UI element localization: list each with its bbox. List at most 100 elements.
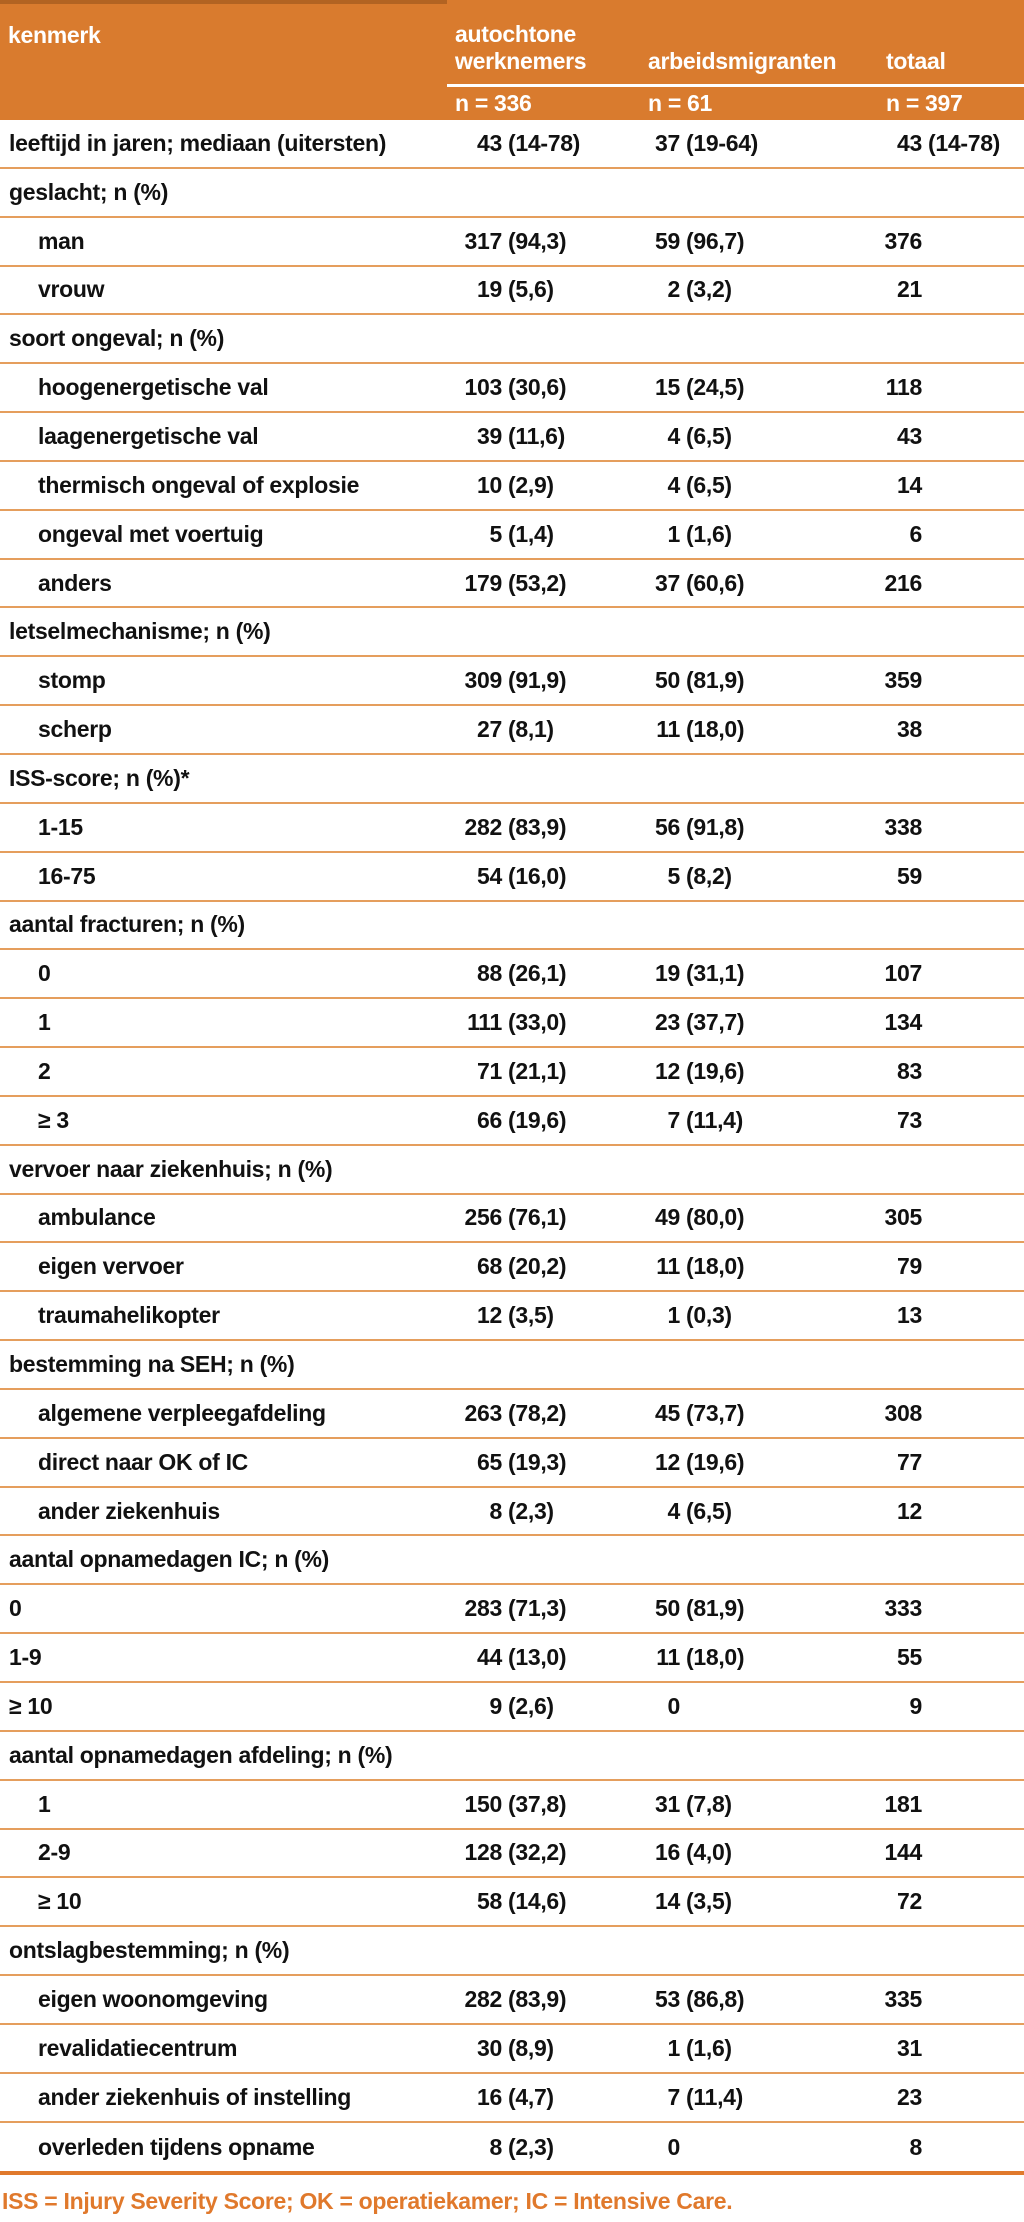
row-value-autochtone: 68 (20,2)	[447, 1243, 640, 1290]
row-label: ≥ 10	[9, 1692, 53, 1719]
row-value-arbeidsmigranten: 4 (6,5)	[640, 413, 860, 460]
value-percent: (0,3)	[686, 1302, 732, 1329]
row-label: ≥ 10	[38, 1888, 82, 1915]
section-row: aantal opnamedagen afdeling; n (%)	[0, 1732, 1024, 1781]
value-percent: (14-78)	[928, 129, 1001, 156]
value-number: 4	[667, 471, 681, 498]
row-value-arbeidsmigranten: 1 (1,6)	[640, 511, 860, 558]
row-value-arbeidsmigranten: 31 (7,8)	[640, 1781, 860, 1828]
section-label: aantal opnamedagen afdeling; n (%)	[9, 1741, 393, 1768]
value-number: 9	[909, 1692, 923, 1719]
value-number: 21	[897, 276, 922, 303]
row-value-totaal: 12	[860, 1488, 1024, 1535]
row-label: ander ziekenhuis of instelling	[38, 2083, 352, 2110]
value-number: 5	[489, 520, 503, 547]
row-label: direct naar OK of IC	[38, 1448, 248, 1475]
value-number: 14	[897, 471, 922, 498]
row-value-totaal: 376	[860, 218, 1024, 265]
row-value-arbeidsmigranten: 7 (11,4)	[640, 1097, 860, 1144]
value-number: 14	[655, 1888, 680, 1915]
value-number: 11	[656, 1644, 680, 1671]
value-percent: (60,6)	[686, 569, 745, 596]
table-row: hoogenergetische val 103 (30,6) 15 (24,5) 118	[0, 364, 1024, 414]
value-number: 6	[909, 520, 923, 547]
row-label: man	[38, 227, 85, 254]
row-label: 0	[9, 1595, 22, 1622]
value-number: 38	[897, 716, 922, 743]
row-value-totaal: 216	[860, 560, 1024, 607]
row-label: 1-15	[38, 813, 83, 840]
header-row-titles: kenmerk autochtone werknemers arbeidsmig…	[0, 0, 1024, 84]
section-row: ontslagbestemming; n (%)	[0, 1927, 1024, 1977]
row-value-autochtone: 9 (2,6)	[447, 1683, 640, 1730]
row-label: scherp	[38, 716, 112, 743]
column-header-kenmerk: kenmerk	[0, 0, 447, 84]
value-number: 4	[667, 1497, 681, 1524]
row-value-autochtone: 30 (8,9)	[447, 2025, 640, 2072]
value-percent: (20,2)	[508, 1253, 567, 1280]
value-number: 181	[884, 1790, 923, 1817]
value-percent: (8,9)	[508, 2034, 554, 2061]
value-number: 8	[489, 1497, 503, 1524]
section-row: aantal opnamedagen IC; n (%)	[0, 1536, 1024, 1586]
value-number: 179	[464, 569, 503, 596]
row-value-totaal: 305	[860, 1195, 1024, 1242]
value-percent: (19,6)	[508, 1106, 567, 1133]
value-number: 283	[464, 1595, 503, 1622]
section-label: bestemming na SEH; n (%)	[9, 1351, 295, 1378]
table-row: algemene verpleegafdeling 263 (78,2) 45 (73,…	[0, 1390, 1024, 1439]
value-number: 54	[477, 862, 502, 889]
value-percent: (21,1)	[508, 1057, 567, 1084]
value-number: 103	[464, 374, 503, 401]
table-row: scherp 27 (8,1) 11 (18,0) 38	[0, 706, 1024, 755]
value-number: 1	[667, 1302, 681, 1329]
table-body: leeftijd in jaren; mediaan (uitersten) 43…	[0, 120, 1024, 2171]
value-number: 68	[477, 1253, 502, 1280]
value-number: 53	[655, 1985, 680, 2012]
row-label: stomp	[38, 667, 106, 694]
row-value-arbeidsmigranten: 0	[640, 1683, 860, 1730]
value-number: 317	[464, 227, 503, 254]
value-number: 308	[884, 1399, 923, 1426]
value-percent: (13,0)	[508, 1644, 567, 1671]
row-label: leeftijd in jaren; mediaan (uitersten)	[9, 129, 387, 156]
row-label: algemene verpleegafdeling	[38, 1399, 326, 1426]
value-percent: (30,6)	[508, 374, 567, 401]
row-value-arbeidsmigranten: 37 (19-64)	[640, 120, 860, 167]
value-number: 1	[667, 520, 681, 547]
row-value-totaal: 59	[860, 853, 1024, 900]
value-number: 282	[464, 1985, 503, 2012]
value-percent: (91,8)	[686, 813, 745, 840]
value-percent: (19,6)	[686, 1057, 745, 1084]
value-number: 73	[897, 1106, 922, 1133]
row-value-totaal: 72	[860, 1878, 1024, 1925]
value-percent: (8,2)	[686, 862, 732, 889]
value-percent: (33,0)	[508, 1009, 567, 1036]
table-row: direct naar OK of IC 65 (19,3) 12 (19,6) 77	[0, 1439, 1024, 1488]
row-value-autochtone: 16 (4,7)	[447, 2074, 640, 2121]
row-value-arbeidsmigranten: 50 (81,9)	[640, 1585, 860, 1632]
value-number: 11	[656, 716, 680, 743]
value-number: 216	[884, 569, 923, 596]
value-number: 15	[655, 374, 680, 401]
value-number: 43	[477, 129, 502, 156]
row-value-autochtone: 27 (8,1)	[447, 706, 640, 753]
value-number: 19	[477, 276, 502, 303]
count-arbeidsmigranten: n = 61	[648, 90, 713, 116]
table-row: eigen vervoer 68 (20,2) 11 (18,0) 79	[0, 1243, 1024, 1293]
table-row: vrouw 19 (5,6) 2 (3,2) 21	[0, 267, 1024, 316]
table-row: ≥ 3 66 (19,6) 7 (11,4) 73	[0, 1097, 1024, 1146]
row-value-autochtone: 8 (2,3)	[447, 2123, 640, 2172]
row-label: vrouw	[38, 276, 105, 303]
row-label: 2-9	[38, 1839, 71, 1866]
row-value-totaal: 9	[860, 1683, 1024, 1730]
table-bottom-border	[0, 2171, 1024, 2176]
row-value-autochtone: 103 (30,6)	[447, 364, 640, 411]
value-percent: (94,3)	[508, 227, 567, 254]
row-label: ongeval met voertuig	[38, 520, 264, 547]
value-number: 2	[667, 276, 681, 303]
value-number: 118	[885, 374, 923, 401]
row-value-arbeidsmigranten: 2 (3,2)	[640, 267, 860, 314]
column-header-label-line2: werknemers	[455, 48, 587, 74]
row-value-totaal: 43 (14-78)	[860, 120, 1024, 167]
